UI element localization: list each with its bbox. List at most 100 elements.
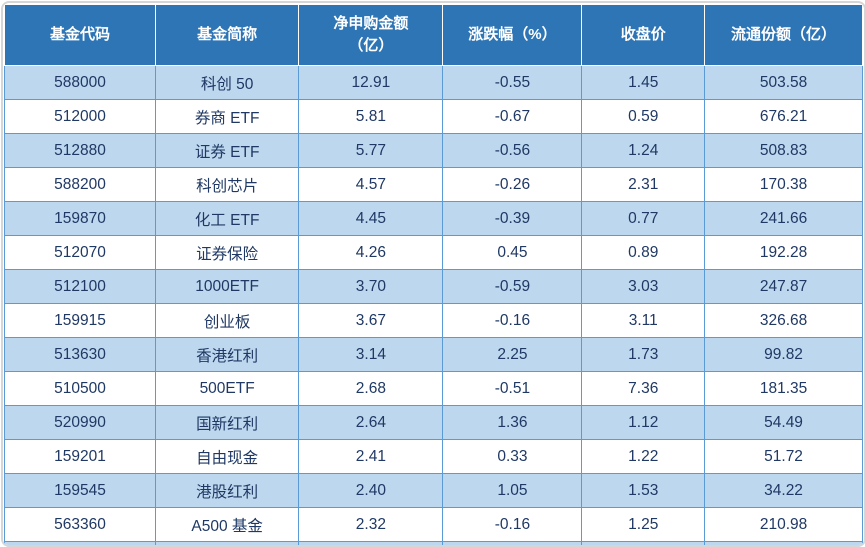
- table-cell: 159545: [5, 474, 156, 508]
- table-cell: 0.77: [582, 202, 705, 236]
- table-cell: 210.98: [705, 508, 863, 542]
- table-cell: 676.21: [705, 100, 863, 134]
- table-cell: 588000: [5, 66, 156, 100]
- column-header: 涨跌幅（%）: [443, 5, 582, 66]
- table-cell: 181.35: [705, 372, 863, 406]
- table-cell: 1.12: [582, 406, 705, 440]
- table-cell: 159201: [5, 440, 156, 474]
- table-cell: 1.05: [443, 474, 582, 508]
- table-cell: 508.83: [705, 134, 863, 168]
- table-cell: 0.33: [443, 440, 582, 474]
- table-cell: -0.39: [443, 202, 582, 236]
- table-cell: 51.72: [705, 440, 863, 474]
- table-cell: 31.96: [705, 542, 863, 547]
- table-cell: -0.55: [443, 66, 582, 100]
- table-cell: 34.22: [705, 474, 863, 508]
- table-cell: 7.36: [582, 372, 705, 406]
- table-cell: 券商 ETF: [156, 100, 299, 134]
- table-cell: 99.82: [705, 338, 863, 372]
- table-cell: -0.67: [443, 100, 582, 134]
- table-cell: 创业板: [156, 304, 299, 338]
- table-cell: 科创 50: [156, 66, 299, 100]
- table-cell: 12.91: [299, 66, 443, 100]
- table-cell: 247.87: [705, 270, 863, 304]
- table-cell: 港股红利: [156, 474, 299, 508]
- table-cell: 2.31: [582, 168, 705, 202]
- table-cell: 192.28: [705, 236, 863, 270]
- table-cell: -0.56: [443, 134, 582, 168]
- table-cell: 科创芯片: [156, 168, 299, 202]
- table-cell: 512000: [5, 100, 156, 134]
- table-cell: 0.45: [443, 236, 582, 270]
- table-cell: 1.40: [443, 542, 582, 547]
- column-header: 净申购金额 （亿）: [299, 5, 443, 66]
- table-cell: 2.26: [299, 542, 443, 547]
- table-cell: 3.14: [299, 338, 443, 372]
- table-cell: 520990: [5, 406, 156, 440]
- table-cell: -0.16: [443, 304, 582, 338]
- column-header: 基金代码: [5, 5, 156, 66]
- table-cell: 1.73: [582, 338, 705, 372]
- table-cell: 512880: [5, 134, 156, 168]
- table-cell: -0.51: [443, 372, 582, 406]
- table-cell: 3.03: [582, 270, 705, 304]
- table-cell: 3.11: [582, 304, 705, 338]
- table-cell: 2.41: [299, 440, 443, 474]
- table-cell: 513630: [5, 338, 156, 372]
- table-cell: 1.45: [582, 66, 705, 100]
- table-cell: 326.68: [705, 304, 863, 338]
- column-header: 流通份额（亿）: [705, 5, 863, 66]
- table-cell: 510500: [5, 372, 156, 406]
- table-cell: 2.68: [299, 372, 443, 406]
- table-cell: 化工 ETF: [156, 202, 299, 236]
- table-cell: 证券 ETF: [156, 134, 299, 168]
- table-cell: 512100: [5, 270, 156, 304]
- table-cell: A500 基金: [156, 508, 299, 542]
- table-cell: -0.59: [443, 270, 582, 304]
- table-cell: 500ETF: [156, 372, 299, 406]
- table-cell: 1.53: [582, 474, 705, 508]
- table-cell: 0.89: [582, 236, 705, 270]
- table-cell: 5.81: [299, 100, 443, 134]
- table-cell: 170.38: [705, 168, 863, 202]
- table-cell: 3.67: [299, 304, 443, 338]
- table-cell: 央企 40: [156, 542, 299, 547]
- column-header: 基金简称: [156, 5, 299, 66]
- table-cell: 512070: [5, 236, 156, 270]
- header-row: 基金代码基金简称净申购金额 （亿）涨跌幅（%）收盘价流通份额（亿）: [5, 5, 863, 66]
- table-cell: 563360: [5, 508, 156, 542]
- fund-table: 基金代码基金简称净申购金额 （亿）涨跌幅（%）收盘价流通份额（亿） 588000…: [4, 4, 863, 547]
- table-cell: 4.26: [299, 236, 443, 270]
- table-cell: 513920: [5, 542, 156, 547]
- table-cell: 2.32: [299, 508, 443, 542]
- table-header: 基金代码基金简称净申购金额 （亿）涨跌幅（%）收盘价流通份额（亿）: [5, 5, 863, 66]
- table-cell: 2.40: [299, 474, 443, 508]
- table-cell: 自由现金: [156, 440, 299, 474]
- table-cell: 2.25: [443, 338, 582, 372]
- table-cell: 证券保险: [156, 236, 299, 270]
- table-cell: 1.22: [582, 440, 705, 474]
- table-cell: 4.57: [299, 168, 443, 202]
- table-cell: 4.45: [299, 202, 443, 236]
- table-cell: 1.36: [443, 406, 582, 440]
- table-cell: -0.26: [443, 168, 582, 202]
- table-cell: 1.25: [582, 508, 705, 542]
- table-cell: 503.58: [705, 66, 863, 100]
- table-cell: 54.49: [705, 406, 863, 440]
- table-cell: 香港红利: [156, 338, 299, 372]
- table-cell: 3.70: [299, 270, 443, 304]
- table-cell: 2.64: [299, 406, 443, 440]
- table-cell: 1.73: [582, 542, 705, 547]
